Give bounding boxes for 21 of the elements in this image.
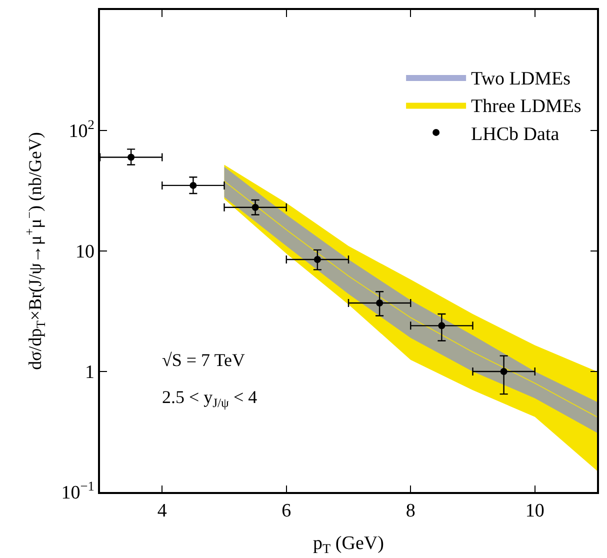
annotation: 2.5 < y$_{J/ψ}$ < 4	[162, 387, 258, 410]
point	[314, 256, 321, 264]
point	[252, 204, 259, 211]
x-axis-title: p$_{T}$ (GeV)	[313, 532, 384, 556]
point	[500, 368, 508, 375]
legend-label: Two LDMEs	[471, 68, 571, 90]
legend-label: LHCb Data	[471, 124, 560, 145]
x-tick-label: 6	[282, 500, 292, 522]
annotation: √S = 7 TeV	[162, 350, 245, 370]
point	[438, 322, 446, 330]
point	[128, 154, 135, 161]
point	[190, 182, 197, 189]
x-tick-label: 4	[157, 500, 168, 522]
legend-label: Three LDMEs	[471, 96, 582, 118]
x-tick-label: 10	[525, 500, 544, 522]
x-tick-label: 8	[406, 500, 416, 522]
y-tick-label: 10$^{2}$	[68, 117, 94, 142]
y-tick-label: 10	[75, 242, 94, 263]
y-tick-label: 10$^{−1}$	[61, 478, 94, 504]
point	[376, 300, 384, 307]
y-tick-label: 1	[84, 362, 94, 384]
